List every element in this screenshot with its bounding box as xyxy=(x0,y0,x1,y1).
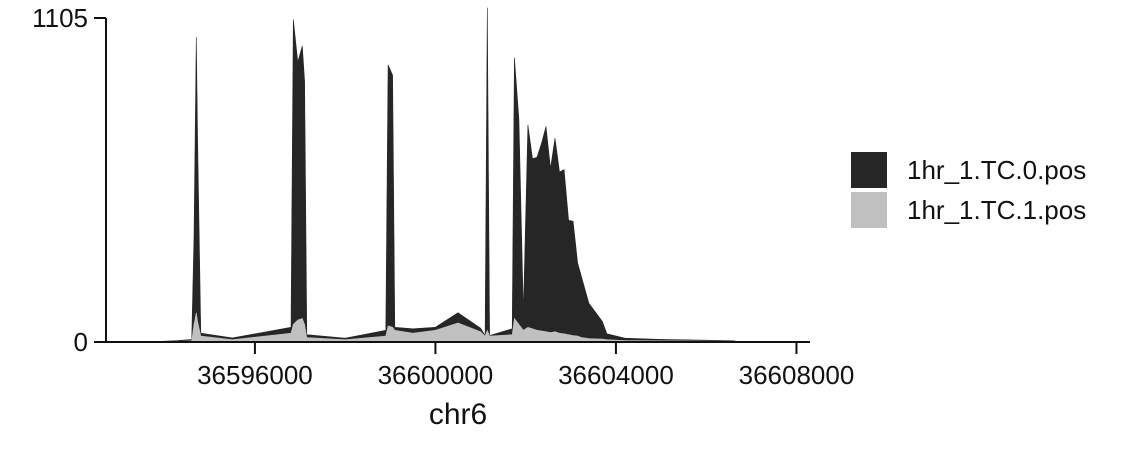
x-tick-label: 36608000 xyxy=(739,360,855,390)
legend: 1hr_1.TC.0.pos 1hr_1.TC.1.pos xyxy=(851,152,1086,228)
legend-label: 1hr_1.TC.1.pos xyxy=(907,195,1086,225)
y-tick-label: 0 xyxy=(74,327,88,357)
legend-swatch xyxy=(851,152,887,188)
legend-label: 1hr_1.TC.0.pos xyxy=(907,155,1086,185)
x-tick-label: 36600000 xyxy=(378,360,494,390)
x-tick-label: 36604000 xyxy=(558,360,674,390)
x-tick-label: 36596000 xyxy=(197,360,313,390)
plot-area xyxy=(146,7,774,343)
x-axis: 36596000 36600000 36604000 36608000 xyxy=(106,341,855,390)
y-axis: 0 1105 xyxy=(32,3,107,357)
x-axis-title: chr6 xyxy=(429,398,487,431)
series-area-1hr_1.TC.0.pos xyxy=(146,7,774,343)
legend-swatch xyxy=(851,192,887,228)
series-area-1hr_1.TC.1.pos xyxy=(146,312,774,343)
y-tick-label: 1105 xyxy=(32,3,88,33)
